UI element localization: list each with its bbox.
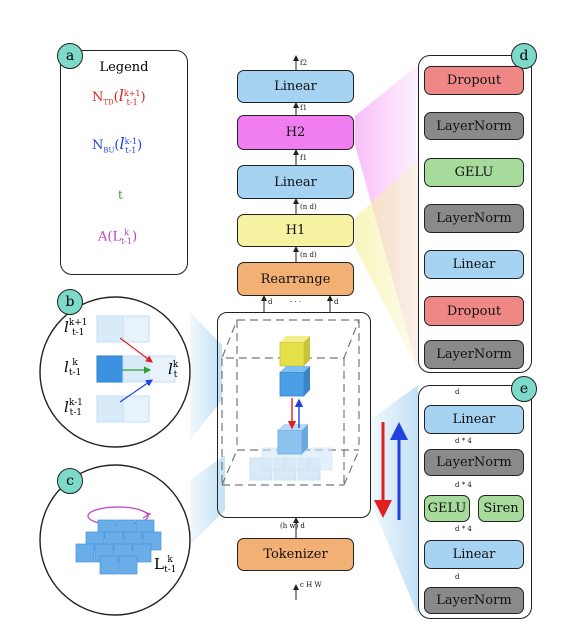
b-fan [190,312,222,440]
panel-b-cubes [96,315,176,423]
panel-c-cubes [75,506,162,575]
d-layernorm-3: LayerNorm [424,340,524,369]
e-linear-top: Linear [424,405,524,434]
d-linear: Linear [424,250,524,279]
dim-hwd: (h w) d [280,522,305,530]
label-l-k1-t1: l k+1 t-1 [64,318,88,338]
d-layernorm-2: LayerNorm [424,204,524,233]
e-linear-bottom: Linear [424,540,524,569]
main-h2: H2 [237,115,354,150]
e-dim-d4-b: d * 4 [455,481,472,489]
d-layernorm-1: LayerNorm [424,112,524,140]
dim-nd-2: (n d) [300,251,317,259]
panel-e-badge: e [511,376,537,402]
volume-cuboid [221,319,360,486]
volume-cubes [249,336,333,481]
dim-f2: f2 [300,59,308,67]
dim-d-right: d [334,298,339,306]
c-fan [190,455,225,545]
panel-a-badge: a [57,43,83,69]
label-l-km1-t1: l k-1 t-1 [64,398,83,418]
main-linear-mid: Linear [237,165,354,199]
dim-nd-1: (n d) [300,203,317,211]
e-layernorm-bottom: LayerNorm [424,587,524,614]
e-gelu: GELU [424,495,470,522]
main-rearrange: Rearrange [237,262,354,296]
dim-d-left: d [268,298,273,306]
main-tokenizer: Tokenizer [237,538,354,571]
dim-f1-b: f1 [300,154,308,162]
volume-panel [217,312,371,518]
dim-f1-a: f1 [300,104,308,112]
panel-a-legend [60,50,188,275]
panel-c-badge: c [57,468,83,494]
dim-chw: c H W [300,581,322,589]
legend-item-td: NTD(l k+1 t-1) [92,86,146,107]
d-gelu: GELU [424,158,524,187]
e-dim-top: d [455,388,460,396]
dim-dots: · · · [290,298,302,306]
e-dim-bottom: d [455,573,460,581]
main-h1: H1 [237,214,354,247]
h1-to-d-fan [355,160,418,370]
legend-item-t: t [118,188,123,202]
panel-b-badge: b [57,289,83,315]
label-l-k-t1: l k t-1 [64,358,82,378]
e-layernorm-mid: LayerNorm [424,449,524,476]
main-linear-top: Linear [237,70,354,103]
e-fan [370,385,418,615]
d-dropout-top: Dropout [424,66,524,95]
legend-item-attn: A(L k t-1) [98,228,138,246]
e-siren: Siren [478,495,524,522]
e-dim-d4-a: d * 4 [455,437,472,445]
d-dropout-bottom: Dropout [424,296,524,326]
panel-d-badge: d [511,43,537,69]
legend-title: Legend [99,60,149,75]
e-dim-d4-c: d * 4 [455,525,472,533]
legend-item-bu: NBU(l k-1 t-1) [92,134,143,155]
